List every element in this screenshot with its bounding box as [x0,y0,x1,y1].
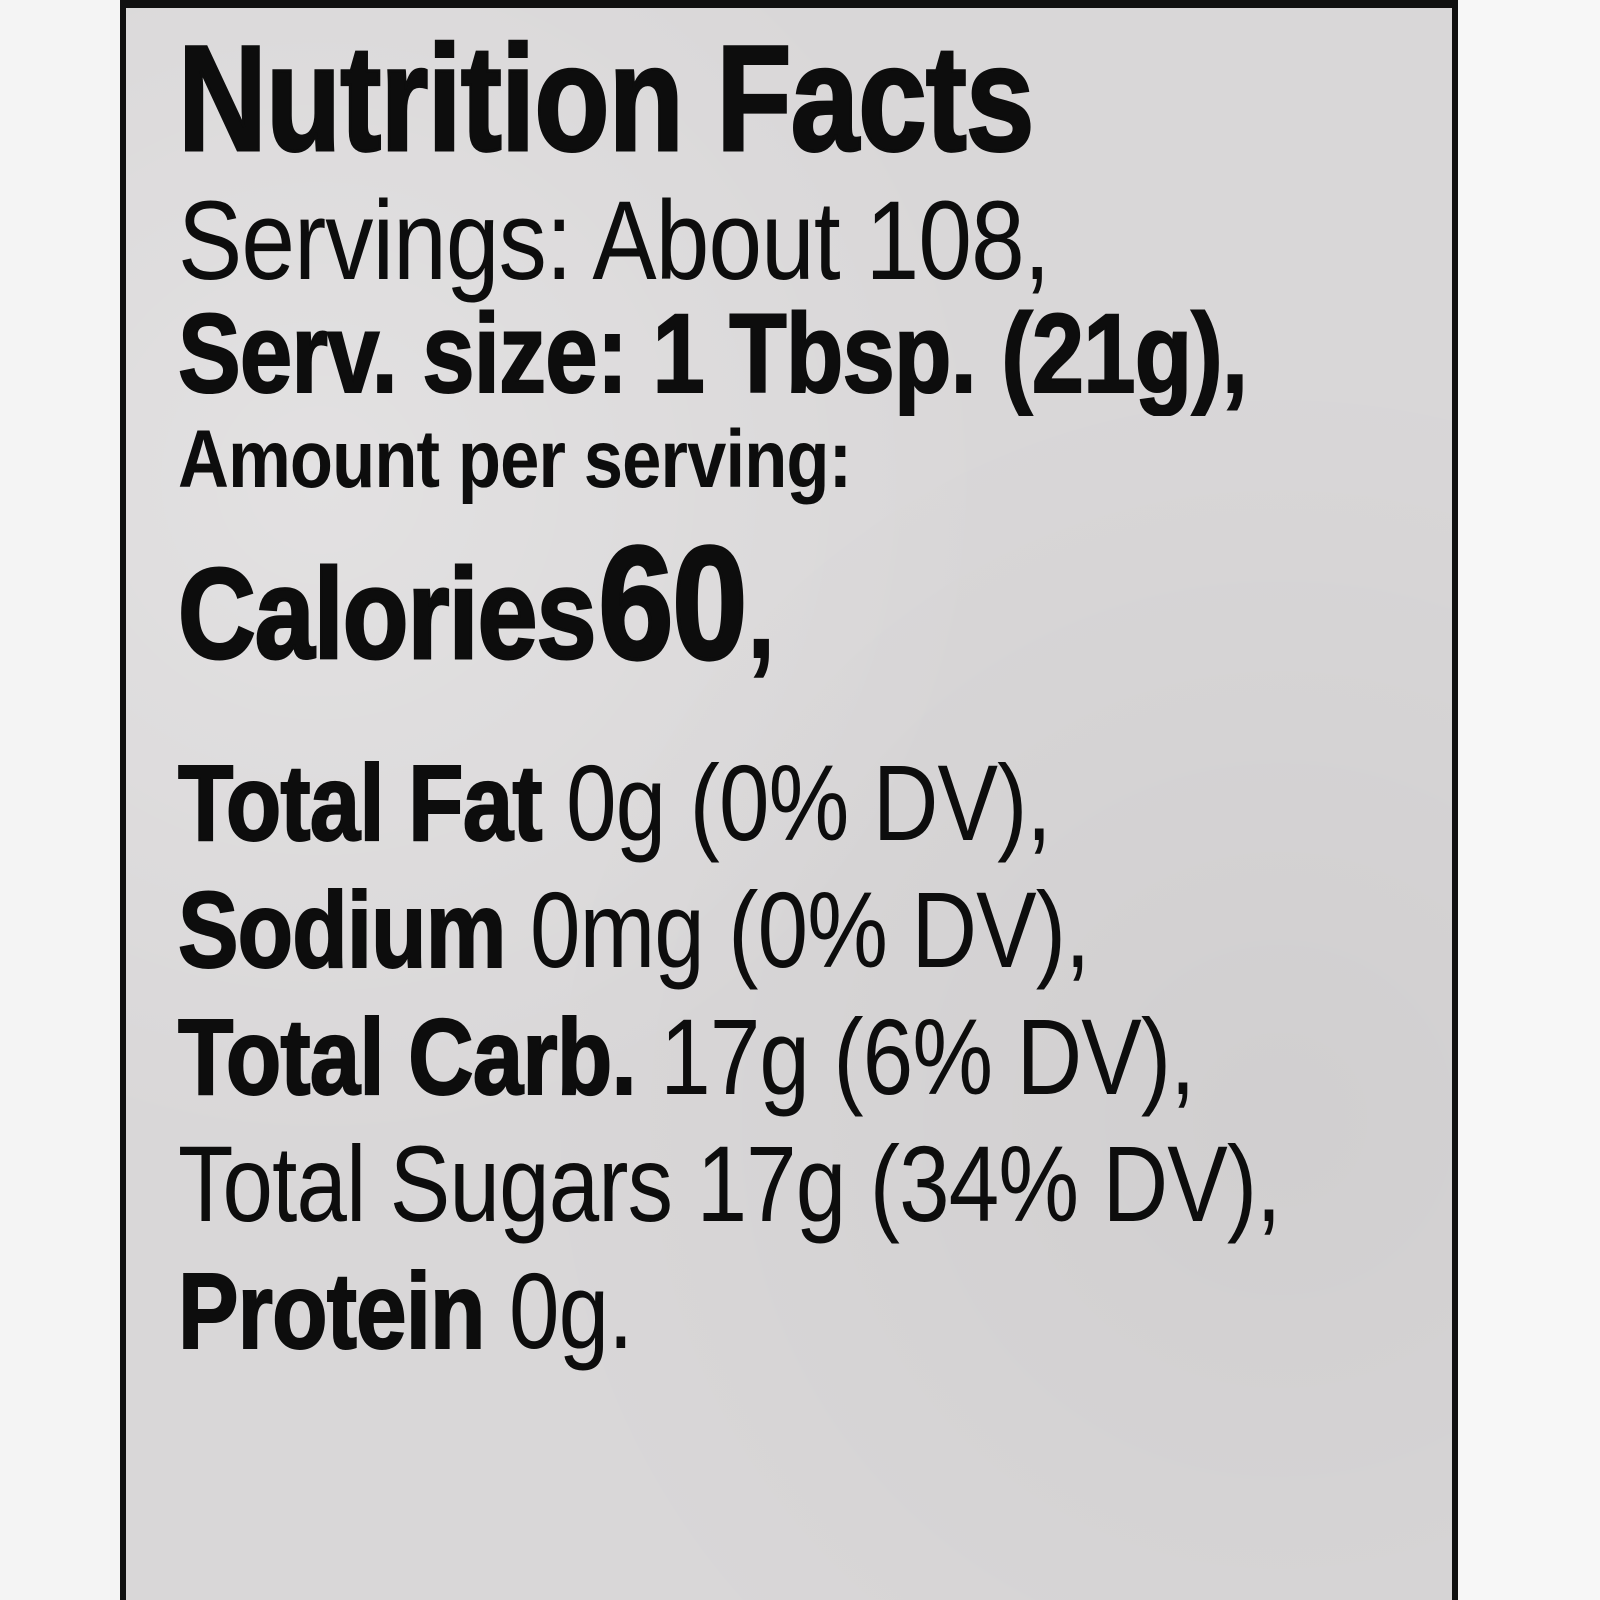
nutrient-row-total-fat: Total Fat 0g (0% DV), [177,739,1228,866]
nutrient-row-total-carb: Total Carb. 17g (6% DV), [177,993,1228,1120]
nutrient-row-total-sugars: Total Sugars 17g (34% DV), [178,1120,1281,1247]
label-border-left [120,0,126,1600]
amount-per-serving-text: Amount per serving: [178,414,852,505]
label-title: Nutrition Facts [177,14,1036,182]
calories-label: Calories [177,542,598,688]
nutrient-name: Sodium [177,868,507,991]
label-border-top [120,0,1458,8]
nutrient-name: Total Fat [177,741,543,864]
calories-row: Calories 60, [177,516,1228,739]
nutrient-name: Total Carb. [177,995,637,1118]
nutrition-facts-label: Nutrition Facts Servings: About 108, Ser… [177,14,1428,1374]
nutrient-name: Protein [177,1249,486,1372]
label-border-right [1452,0,1458,1600]
nutrient-row-protein: Protein 0g. [177,1247,1228,1374]
calories-value: 60 [597,513,749,692]
servings-text: Servings: About 108, [178,178,1051,303]
nutrient-amount: 0g. [509,1250,633,1371]
nutrient-amount: 0mg (0% DV), [529,869,1090,990]
nutrient-row-sodium: Sodium 0mg (0% DV), [177,866,1228,993]
serving-size-text: Serv. size: 1 Tbsp. (21g), [177,291,1249,416]
nutrient-amount: 17g (6% DV), [660,996,1195,1117]
nutrient-amount: 0g (0% DV), [566,742,1052,863]
right-margin [1458,0,1600,1600]
nutrient-amount: 17g (34% DV), [696,1123,1282,1244]
calories-suffix: , [746,543,776,686]
left-margin [0,0,120,1600]
nutrient-name: Total Sugars [178,1123,673,1244]
